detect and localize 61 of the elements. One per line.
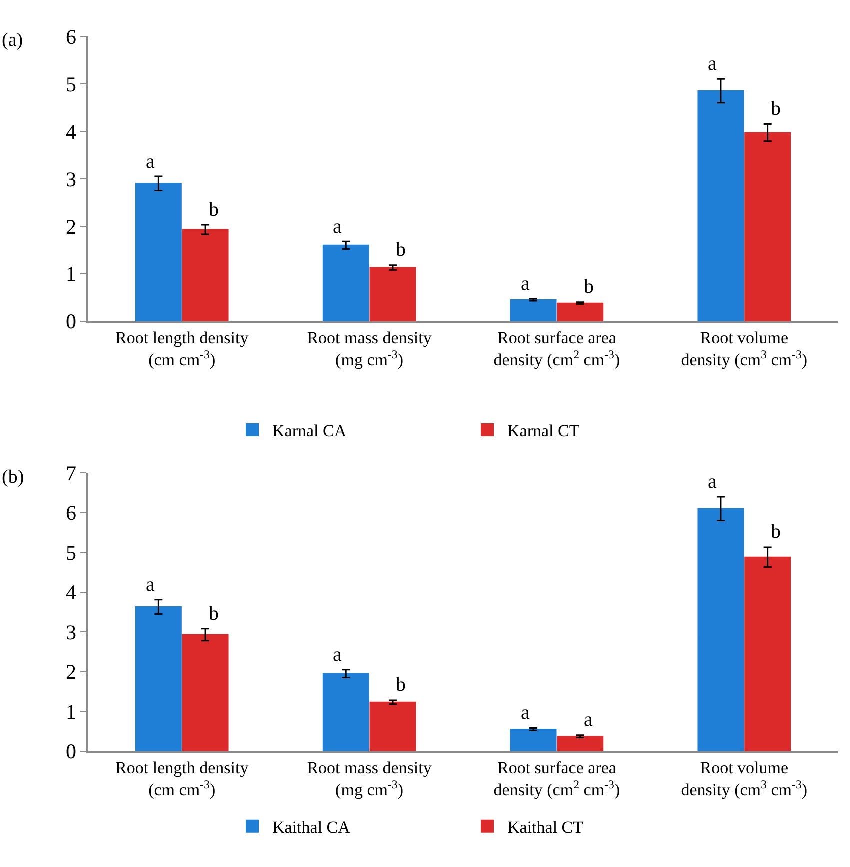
- data-label: b: [771, 98, 781, 120]
- data-label: a: [146, 151, 155, 173]
- data-label: a: [146, 574, 155, 596]
- bar: [322, 244, 370, 322]
- y-tick-label: 3: [66, 620, 76, 644]
- chart-title: (a): [2, 30, 24, 51]
- y-tick-label: 3: [66, 167, 76, 192]
- x-tick-label: Root mass density (mg cm$^{-3}$): [307, 328, 432, 370]
- y-tick-label: 0: [66, 310, 76, 334]
- y-tick-label: 5: [66, 540, 76, 565]
- y-tick-label: 6: [66, 24, 76, 49]
- y-tick-label: 6: [66, 501, 76, 526]
- y-tick-label: 5: [66, 72, 76, 96]
- data-label: b: [771, 521, 781, 543]
- bar: [510, 300, 557, 322]
- data-label: a: [584, 709, 593, 731]
- data-label: a: [333, 216, 342, 238]
- bar: [135, 606, 182, 752]
- y-tick-label: 1: [66, 262, 76, 286]
- x-tick-label: Root surface area density (cm$^{2}$ cm$^{-3}$): [494, 758, 620, 800]
- bar: [370, 267, 416, 322]
- bar: [510, 728, 557, 752]
- data-label: b: [209, 199, 219, 221]
- y-tick-label: 0: [66, 740, 76, 764]
- legend-label: Karnal CT: [508, 422, 580, 441]
- x-tick-label: Root mass density (mg cm$^{-3}$): [307, 758, 432, 800]
- data-label: a: [521, 702, 530, 724]
- data-label: b: [209, 603, 219, 625]
- bar: [135, 183, 182, 322]
- data-label: b: [396, 239, 406, 261]
- legend-label: Kaithal CA: [272, 818, 352, 838]
- bar: [557, 736, 604, 752]
- x-tick-label: Root surface area density (cm$^{2}$ cm$^{-3}$): [494, 328, 620, 370]
- bar: [182, 229, 229, 322]
- bar: [744, 132, 792, 322]
- bar: [322, 673, 370, 752]
- y-tick-label: 1: [66, 700, 76, 724]
- chart-title: (b): [2, 467, 24, 488]
- bar: [698, 508, 744, 752]
- y-tick-label: 4: [66, 580, 77, 605]
- legend-label: Karnal CA: [272, 422, 348, 441]
- data-label: b: [584, 276, 594, 298]
- x-tick-label: Root length density (cm cm$^{-3}$): [116, 758, 250, 800]
- x-tick-label: Root volume density (cm$^{3}$ cm$^{-3}$): [681, 758, 808, 800]
- data-label: a: [333, 644, 342, 666]
- y-tick-label: 2: [66, 214, 76, 239]
- bar: [744, 556, 792, 752]
- y-tick-label: 7: [66, 461, 76, 486]
- bar: [370, 702, 416, 752]
- data-label: a: [521, 273, 530, 295]
- bar: [182, 634, 229, 752]
- data-label: a: [708, 53, 717, 75]
- bar: [557, 302, 604, 322]
- x-tick-label: Root volume density (cm$^{3}$ cm$^{-3}$): [681, 328, 808, 370]
- legend-label: Kaithal CT: [508, 818, 584, 838]
- bar: [698, 90, 744, 322]
- data-label: a: [708, 471, 717, 493]
- y-tick-label: 2: [66, 660, 76, 684]
- y-tick-label: 4: [66, 120, 77, 144]
- x-tick-label: Root length density (cm cm$^{-3}$): [116, 328, 250, 370]
- data-label: b: [396, 674, 406, 696]
